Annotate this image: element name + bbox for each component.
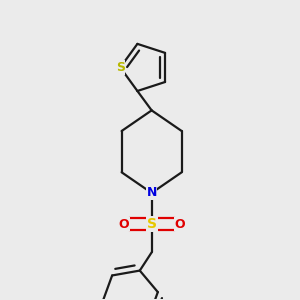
Text: S: S bbox=[116, 61, 125, 74]
Text: N: N bbox=[146, 186, 157, 200]
Text: N: N bbox=[146, 186, 157, 200]
Text: O: O bbox=[118, 218, 129, 231]
Text: S: S bbox=[147, 217, 157, 231]
Text: O: O bbox=[174, 218, 185, 231]
